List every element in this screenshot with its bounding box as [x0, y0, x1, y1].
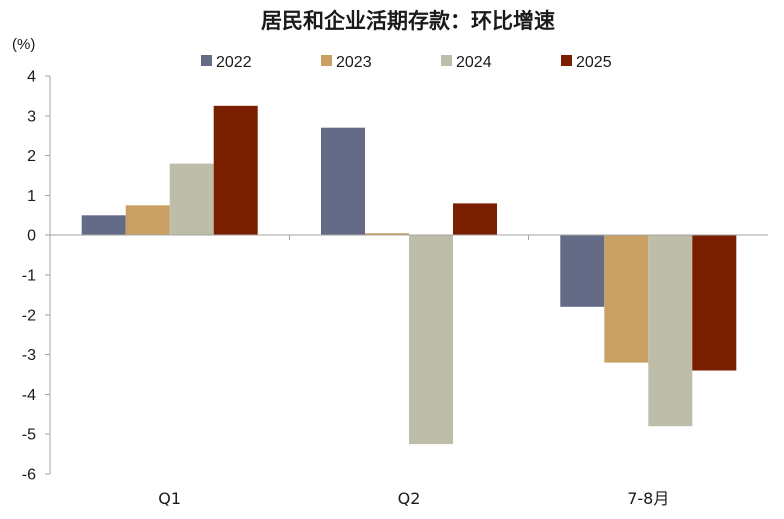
bar-2022-category-2 [321, 127, 365, 236]
legend: 2022 2023 2024 2025 [201, 54, 612, 71]
y-tick-label: -6 [22, 467, 36, 484]
y-tick-label: -4 [22, 387, 36, 404]
x-tick-label: Q1 [158, 489, 181, 508]
bar-2025-category-3 [692, 235, 737, 371]
bar-2025-category-2 [453, 203, 497, 236]
bar-2022-category-3 [560, 235, 605, 307]
y-tick-label: 2 [27, 148, 36, 165]
legend-label: 2024 [456, 54, 492, 71]
y-axis-label: (%) [12, 36, 35, 53]
axes [45, 75, 768, 475]
legend-swatch [321, 55, 332, 66]
bar-2025-category-1 [213, 105, 258, 236]
bar-2024-category-2 [409, 235, 453, 445]
bars [81, 105, 737, 445]
y-tick-labels: 4 3 2 1 0 -1 -2 -3 -4 -5 -6 [22, 69, 36, 484]
legend-swatch [201, 55, 212, 66]
x-tick-labels: Q1 Q2 7-8月 [158, 489, 669, 508]
legend-item-2025: 2025 [561, 54, 612, 71]
y-tick-label: 1 [27, 188, 36, 205]
y-tick-label: -5 [22, 427, 36, 444]
legend-label: 2023 [336, 54, 372, 71]
x-tick-label: 7-8月 [627, 489, 669, 508]
x-tick-label: Q2 [398, 489, 421, 508]
bar-2023-category-1 [125, 205, 170, 236]
y-tick-label: 4 [27, 69, 36, 86]
legend-swatch [561, 55, 572, 66]
bar-2024-category-3 [648, 235, 693, 427]
bar-2023-category-2 [365, 233, 409, 236]
legend-swatch [441, 55, 452, 66]
legend-item-2022: 2022 [201, 54, 252, 71]
legend-label: 2025 [576, 54, 612, 71]
y-tick-label: -3 [22, 347, 36, 364]
bar-2023-category-3 [604, 235, 649, 363]
y-tick-label: 3 [27, 108, 36, 125]
legend-item-2023: 2023 [321, 54, 372, 71]
bar-2024-category-1 [169, 163, 214, 236]
legend-label: 2022 [216, 54, 252, 71]
legend-item-2024: 2024 [441, 54, 492, 71]
chart-title: 居民和企业活期存款：环比增速 [261, 9, 555, 33]
y-tick-label: -1 [22, 268, 36, 285]
y-tick-label: -2 [22, 307, 36, 324]
y-tick-label: 0 [27, 228, 36, 245]
bar-2022-category-1 [81, 215, 126, 236]
